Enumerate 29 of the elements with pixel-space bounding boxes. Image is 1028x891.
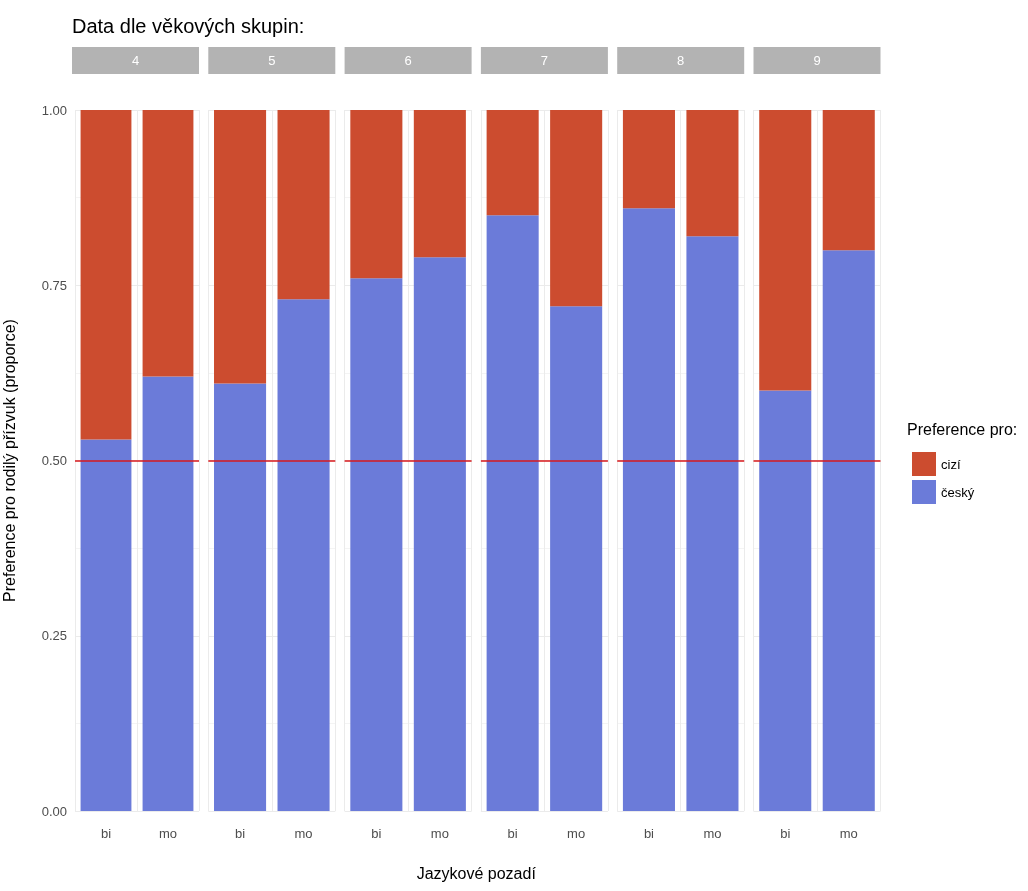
chart-subtitle: 7	[540, 53, 549, 68]
x-tick-label: mo	[839, 826, 858, 841]
x-tick-label: bi	[100, 826, 112, 841]
x-tick-label: bi	[780, 826, 791, 841]
x-axis-title: Jazykové pozadí	[416, 864, 537, 882]
y-tick-label: 0.25	[41, 628, 67, 644]
chart-subtitle: 5	[268, 53, 276, 68]
y-tick-label: 1.00	[41, 102, 67, 118]
y-tick-label: 0.75	[41, 277, 67, 293]
legend-label: cizí	[941, 456, 961, 472]
legend-label: český	[941, 484, 975, 500]
x-tick-label: bi	[234, 826, 246, 841]
legend-title: Preference pro:	[907, 420, 1018, 438]
chart-subtitle: 9	[813, 53, 821, 68]
y-tick-label: 0.50	[41, 453, 67, 468]
y-tick-label: 0.00	[41, 803, 67, 819]
chart-title: Data dle věkových skupin:	[72, 15, 305, 37]
x-tick-label: mo	[567, 826, 586, 841]
y-axis-title: Preference pro rodilý přízvuk (proporce)	[0, 319, 18, 602]
chart-subtitle: 8	[677, 53, 685, 68]
x-tick-label: mo	[703, 826, 722, 841]
x-tick-label: mo	[158, 826, 178, 841]
x-tick-label: mo	[430, 826, 449, 841]
chart-subtitle: 4	[131, 53, 140, 68]
x-tick-label: bi	[507, 826, 518, 841]
x-tick-label: mo	[294, 826, 313, 841]
x-tick-label: bi	[643, 826, 655, 841]
x-tick-label: bi	[371, 826, 382, 841]
chart-subtitle: 6	[404, 53, 412, 68]
